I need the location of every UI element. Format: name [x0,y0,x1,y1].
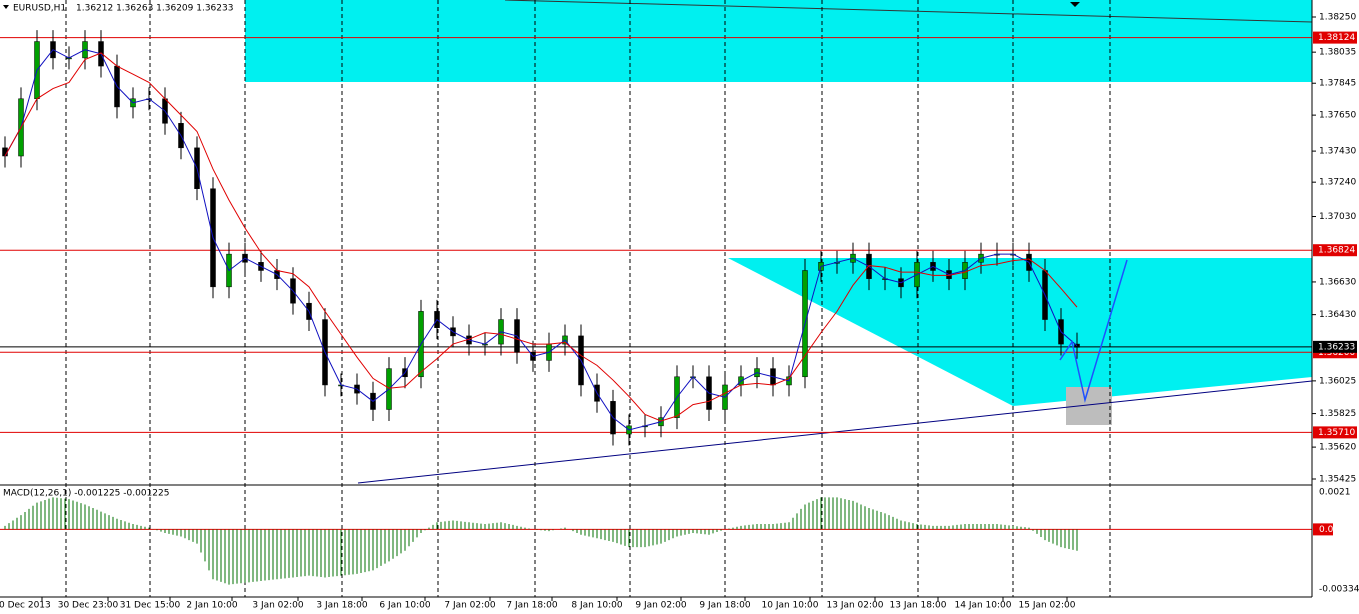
time-label: 2 Jan 10:00 [186,601,238,611]
time-label: 9 Jan 02:00 [635,601,687,611]
macd-axis-label: -0.003349 [1319,585,1359,595]
symbol: EURUSD,H1 [13,4,66,14]
time-label: 30 Dec 2013 [0,601,51,611]
time-label: 30 Dec 23:00 [58,601,119,611]
time-label: 6 Jan 10:00 [379,601,431,611]
level-box [1313,340,1357,353]
level-box [1313,523,1333,536]
macd-axis-label: 0.0021 [1319,488,1351,498]
price-label: 1.37030 [1319,212,1356,222]
macd-label: MACD(12,26,1) -0.001225 -0.001225 [3,489,169,499]
quote: 1.36212 1.36263 1.36209 1.36233 [76,4,233,14]
time-label: 13 Jan 18:00 [890,601,947,611]
level-label: 1.38124 [1318,33,1355,43]
projection-arrow [1059,259,1128,403]
price-label: 1.35620 [1319,443,1356,453]
level-box [1313,31,1357,44]
price-label: 1.37845 [1319,79,1356,89]
time-label: 13 Jan 02:00 [827,601,884,611]
level-box [1313,426,1357,439]
level-label: 1.36824 [1318,246,1355,256]
level-box [1313,244,1357,257]
triangle-zone [728,258,1312,406]
target-box [1066,387,1112,425]
level-label: 1.35710 [1318,428,1355,438]
time-label: 10 Jan 10:00 [762,601,819,611]
macd-axis-label: 0.00 [1319,525,1339,535]
moving-average [4,52,1078,422]
time-label: 8 Jan 10:00 [571,601,623,611]
price-label: 1.38250 [1319,13,1356,23]
time-label: 7 Jan 18:00 [506,601,558,611]
shift-marker [1070,2,1080,7]
price-label: 1.37240 [1319,178,1356,188]
level-label: 1.36233 [1318,342,1355,352]
price-label: 1.38035 [1319,48,1356,58]
time-label: 3 Jan 02:00 [252,601,304,611]
price-label: 1.36025 [1319,376,1356,386]
price-label: 1.36630 [1319,277,1356,287]
price-label: 1.35425 [1319,475,1356,485]
time-label: 9 Jan 18:00 [699,601,751,611]
time-label: 7 Jan 02:00 [444,601,496,611]
price-label: 1.35825 [1319,409,1356,419]
moving-average [4,49,1078,431]
time-label: 15 Jan 02:00 [1019,601,1076,611]
price-label: 1.37430 [1319,147,1356,157]
time-label: 14 Jan 10:00 [955,601,1012,611]
zone [245,0,1312,82]
time-label: 31 Dec 15:00 [120,601,181,611]
menu-arrow[interactable] [3,5,9,9]
price-label: 1.37650 [1319,111,1356,121]
time-label: 3 Jan 18:00 [316,601,368,611]
trend-line [504,0,1313,23]
price-label: 1.36430 [1319,310,1356,320]
